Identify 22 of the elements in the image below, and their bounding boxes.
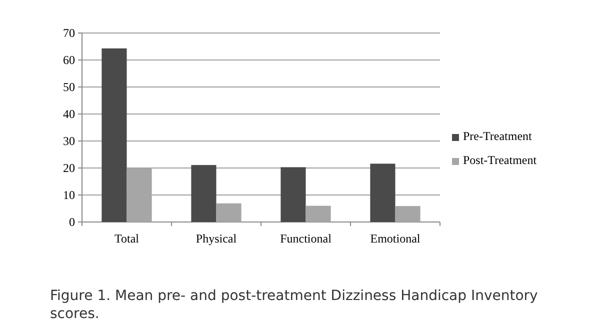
y-tick-label: 50: [63, 80, 75, 94]
bar: [395, 206, 420, 222]
y-tick-label: 30: [63, 134, 75, 148]
y-tick-label: 40: [63, 106, 75, 121]
bar: [191, 165, 216, 222]
y-tick-label: 60: [63, 52, 75, 67]
bar: [216, 203, 242, 222]
y-tick-label: 70: [63, 26, 75, 40]
bar: [370, 164, 396, 222]
x-tick-label: Physical: [196, 232, 238, 246]
legend-label: Pre-Treatment: [463, 129, 533, 143]
x-tick-label: Emotional: [370, 232, 421, 246]
y-tick-label: 10: [63, 188, 75, 202]
y-tick-label: 0: [69, 214, 75, 229]
bar: [280, 167, 306, 222]
legend-label: Post-Treatment: [463, 153, 538, 167]
y-tick-label: 20: [63, 160, 75, 175]
caption: Figure 1. Mean pre- and post-treatment Dizziness Handicap Inventory scores.: [50, 288, 538, 322]
bar: [306, 206, 331, 222]
bar: [102, 48, 127, 222]
x-tick-label: Functional: [280, 232, 332, 246]
x-tick-label: Total: [114, 232, 140, 246]
